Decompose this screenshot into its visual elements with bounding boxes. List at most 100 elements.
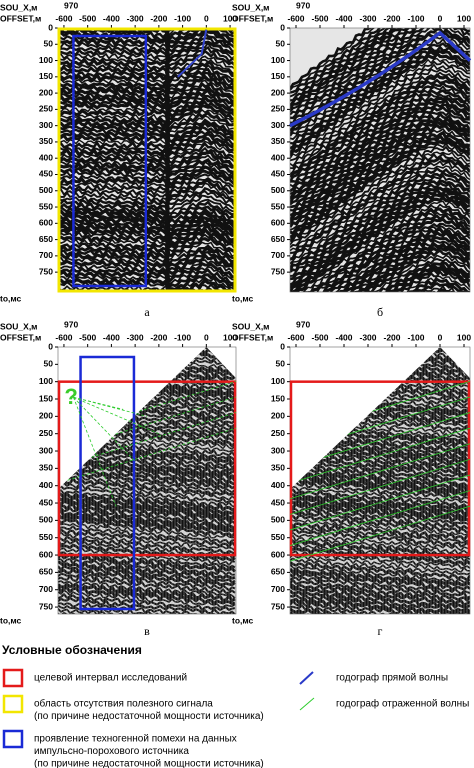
y-tick-label: 50 [276, 359, 286, 369]
y-tick-label: 0 [280, 341, 285, 351]
legend-text: годограф прямой волны [336, 672, 448, 684]
y-tick-label: 200 [271, 87, 285, 97]
wiggle [58, 528, 236, 549]
y-tick-label: 250 [271, 104, 285, 114]
legend-swatch [2, 729, 24, 749]
y-tick-label: 450 [39, 497, 53, 507]
seismic-section [290, 28, 470, 292]
sou-x-label: SOU_X,м [232, 321, 269, 331]
wiggle [290, 151, 470, 252]
wiggle [290, 85, 470, 188]
time-label: to,мс [232, 293, 254, 303]
y-tick-label: 150 [39, 393, 53, 403]
wiggle [400, 269, 470, 292]
wiggle [316, 211, 470, 292]
time-label: to,мс [0, 293, 22, 303]
wiggle [295, 195, 470, 292]
x-tick-label: -600 [55, 332, 72, 342]
y-tick-label: 700 [39, 584, 53, 594]
x-tick-label: 100 [457, 13, 471, 23]
wiggle [58, 506, 236, 526]
wiggle [290, 646, 470, 664]
wiggle [290, 127, 470, 231]
legend-text: область отсутствия полезного сигнала [34, 698, 213, 710]
guess-line [73, 396, 148, 417]
time-label: to,мс [0, 615, 22, 625]
yellow-box [57, 27, 237, 293]
wiggle [290, 28, 402, 111]
y-tick-label: 0 [280, 22, 285, 32]
x-tick-label: -400 [335, 13, 352, 23]
wiggle [329, 222, 470, 292]
x-tick-label: -400 [103, 13, 120, 23]
wiggle [290, 174, 470, 277]
wiggle [58, 491, 236, 512]
y-tick-label: 550 [39, 201, 53, 211]
panel-letter: г [378, 624, 383, 638]
y-tick-label: 550 [39, 532, 53, 542]
y-tick-label: 550 [271, 201, 285, 211]
wiggle [414, 281, 466, 292]
wiggle [290, 45, 470, 150]
x-tick-label: 100 [223, 13, 237, 23]
wiggle [290, 160, 470, 265]
wiggle [334, 224, 470, 292]
wiggle [302, 200, 470, 292]
legend-text: проявление техногенной помехи на данных [34, 734, 237, 745]
x-tick-label: 100 [223, 332, 237, 342]
y-tick-label: 700 [271, 584, 285, 594]
wiggle [58, 0, 235, 14]
y-tick-label: 500 [39, 515, 53, 525]
y-tick-label: 750 [271, 266, 285, 276]
y-tick-label: 0 [48, 341, 53, 351]
panel-letter: в [144, 624, 150, 638]
y-tick-label: 500 [271, 185, 285, 195]
y-tick-label: 300 [39, 445, 53, 455]
wiggle [344, 230, 470, 292]
x-tick-label: -500 [79, 13, 96, 23]
wiggle [290, 28, 394, 102]
y-tick-label: 600 [39, 218, 53, 228]
legend-swatch [2, 694, 24, 714]
wiggle [58, 582, 236, 603]
wiggle [58, 469, 236, 490]
wiggle [429, 288, 454, 292]
wiggle [290, 96, 470, 201]
wiggle [290, 60, 470, 162]
wiggle [58, 557, 236, 576]
sou-x-label: SOU_X,м [0, 321, 37, 331]
wiggle [58, 596, 236, 614]
x-tick-label: -100 [407, 332, 424, 342]
wiggle [290, 73, 470, 179]
wiggle [290, 28, 470, 132]
legend-swatch [2, 668, 24, 688]
legend-direct [299, 671, 314, 685]
y-tick-label: 100 [271, 376, 285, 386]
y-tick-label: 600 [271, 549, 285, 559]
legend-title: Условные обозначения [2, 643, 142, 657]
wiggle [58, 499, 236, 520]
wiggle [58, 572, 236, 592]
wiggle [58, 0, 235, 10]
seismic-section [290, 347, 470, 664]
wiggle [58, 489, 236, 508]
wiggle [290, 28, 373, 90]
x-tick-label: -300 [359, 332, 376, 342]
y-tick-label: 250 [271, 428, 285, 438]
time-label: to,мс [232, 615, 254, 625]
reflected-wave [290, 490, 470, 546]
y-tick-label: 150 [271, 71, 285, 81]
legend-text: импульсно-порохового источника [34, 746, 189, 757]
wiggle [290, 103, 470, 206]
y-tick-label: 200 [271, 411, 285, 421]
wiggle [58, 531, 236, 552]
y-tick-label: 750 [39, 601, 53, 611]
y-tick-label: 100 [39, 376, 53, 386]
wiggle [393, 266, 470, 292]
legend-text: годограф отраженной волны [336, 698, 469, 710]
wiggle [290, 155, 470, 261]
reflected-wave [290, 443, 470, 500]
y-tick-label: 450 [271, 497, 285, 507]
y-tick-label: 500 [39, 185, 53, 195]
